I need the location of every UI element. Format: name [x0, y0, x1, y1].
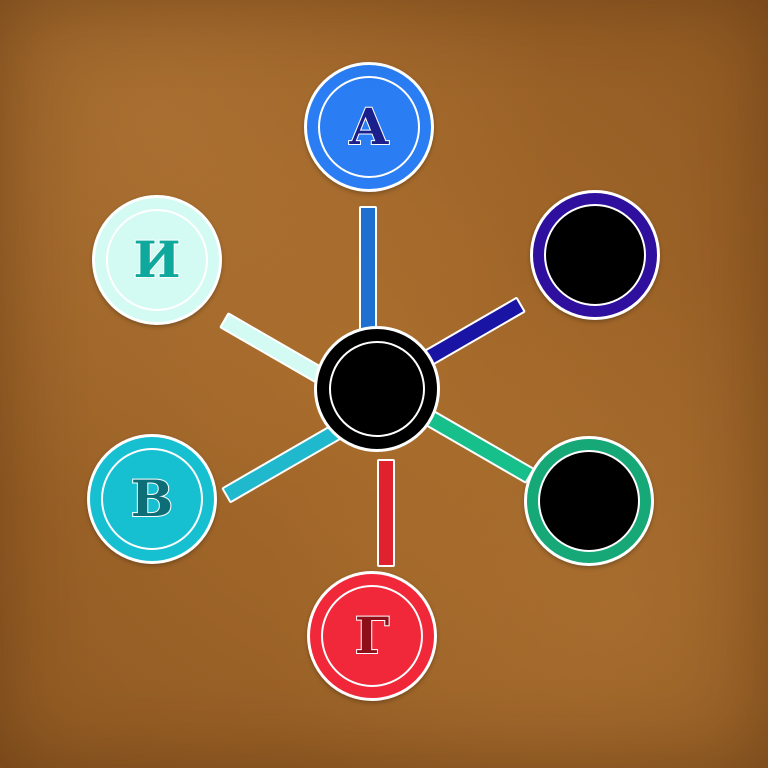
node-top-inner: А	[318, 76, 420, 178]
node-upper-right-slot	[544, 204, 646, 306]
node-bottom[interactable]: Г	[307, 571, 437, 701]
center-hub-ring	[329, 341, 425, 437]
spoke-bottom	[377, 459, 395, 567]
node-lower-right-slot	[538, 450, 640, 552]
node-bottom-inner: Г	[321, 585, 423, 687]
letter-tile-upper-left: И	[132, 230, 181, 289]
center-hub-slot[interactable]	[314, 326, 440, 452]
node-upper-left[interactable]: И	[92, 195, 222, 325]
node-top[interactable]: А	[304, 62, 434, 192]
node-lower-left[interactable]: В	[87, 434, 217, 564]
letter-tile-lower-left: В	[130, 469, 174, 528]
spoke-top	[359, 206, 377, 334]
letter-tile-bottom: Г	[354, 606, 391, 665]
node-lower-right[interactable]	[524, 436, 654, 566]
node-lower-left-inner: В	[101, 448, 203, 550]
letter-tile-top: А	[348, 97, 391, 156]
node-upper-left-inner: И	[106, 209, 208, 311]
node-upper-right[interactable]	[530, 190, 660, 320]
